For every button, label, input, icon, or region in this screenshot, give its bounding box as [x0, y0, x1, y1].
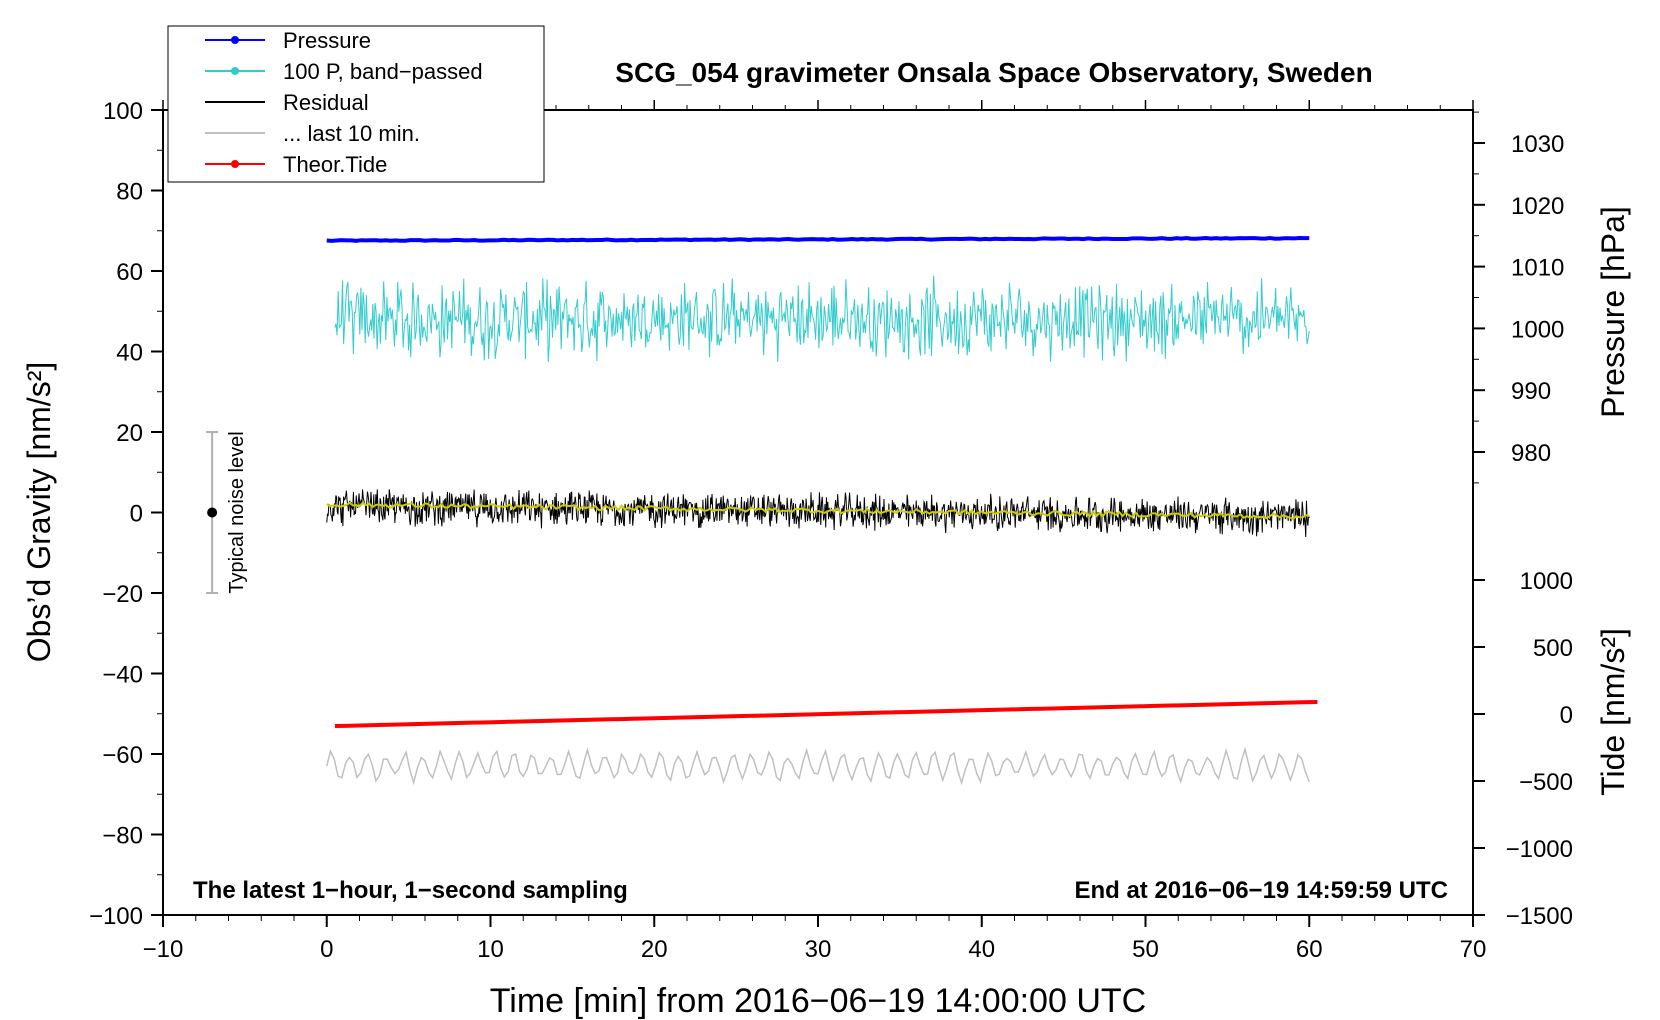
pressure-tick-label: 990 — [1511, 378, 1551, 405]
legend-marker — [231, 67, 239, 75]
theoretical-tide-line — [334, 699, 1318, 729]
series-layer — [326, 235, 1318, 786]
y-tick-label: 40 — [116, 340, 143, 367]
legend-marker — [231, 160, 239, 168]
tide-tick-label: −1500 — [1506, 903, 1573, 930]
y-axis-label-tide: Tide [nm/s²] — [1595, 628, 1631, 796]
tide-tick-label: 0 — [1560, 702, 1573, 729]
last-10-min-line — [326, 746, 1310, 786]
y-tick-label: −40 — [102, 662, 143, 689]
y-tick-label: 80 — [116, 179, 143, 206]
x-tick-label: 70 — [1460, 936, 1487, 963]
pressure-tick-label: 980 — [1511, 440, 1551, 467]
legend-label: Theor.Tide — [283, 152, 387, 177]
y-tick-label: −20 — [102, 581, 143, 608]
legend-label: Pressure — [283, 28, 371, 53]
y-tick-label: −80 — [102, 823, 143, 850]
x-axis-label: Time [min] from 2016−06−19 14:00:00 UTC — [490, 982, 1146, 1020]
annotation-sampling: The latest 1−hour, 1−second sampling — [193, 877, 628, 904]
pressure-tick-label: 1020 — [1511, 193, 1564, 220]
y-axis-label-pressure: Pressure [hPa] — [1595, 206, 1631, 418]
y-tick-label: −60 — [102, 742, 143, 769]
tide-tick-label: −500 — [1519, 769, 1573, 796]
band-passed-pressure-line — [334, 275, 1310, 363]
y-axis-label-left: Obs’d Gravity [nm/s²] — [21, 362, 57, 663]
y-tick-label: 0 — [130, 501, 143, 528]
y-tick-label: −100 — [89, 903, 143, 930]
pressure-tick-label: 1030 — [1511, 131, 1564, 158]
noise-level-indicator: Typical noise level — [206, 431, 248, 594]
x-tick-label: 10 — [477, 936, 504, 963]
tide-tick-label: −1000 — [1506, 836, 1573, 863]
x-tick-label: 0 — [320, 936, 333, 963]
tide-tick-label: 1000 — [1520, 568, 1573, 595]
x-tick-label: 50 — [1132, 936, 1159, 963]
x-tick-label: 60 — [1296, 936, 1323, 963]
tide-tick-label: 500 — [1533, 635, 1573, 662]
legend-label: ... last 10 min. — [283, 121, 420, 146]
x-tick-label: 20 — [641, 936, 668, 963]
legend-box — [167, 25, 545, 183]
x-tick-label: −10 — [143, 936, 184, 963]
residual-series-line — [326, 489, 1310, 537]
noise-label: Typical noise level — [226, 431, 248, 593]
legend: Pressure 100 P, band−passed Residual ... la… — [167, 25, 545, 183]
y-tick-label: 20 — [116, 420, 143, 447]
residual-smoothed-line — [326, 501, 1310, 520]
legend-label: Residual — [283, 90, 369, 115]
y-tick-label: 60 — [116, 259, 143, 286]
axis-ticks: −10 0 10 20 30 40 50 60 70100806040200−20−40−60−… — [89, 98, 1573, 963]
chart-title: SCG_054 gravimeter Onsala Space Observat… — [615, 57, 1372, 88]
y-tick-label: 100 — [103, 98, 143, 125]
pressure-series-line — [326, 235, 1310, 243]
noise-center-dot — [207, 507, 218, 518]
legend-label: 100 P, band−passed — [283, 59, 483, 84]
pressure-tick-label: 1000 — [1511, 316, 1564, 343]
x-tick-label: 30 — [805, 936, 832, 963]
annotation-end-time: End at 2016−06−19 14:59:59 UTC — [1074, 877, 1448, 904]
pressure-tick-label: 1010 — [1511, 255, 1564, 282]
x-tick-label: 40 — [968, 936, 995, 963]
legend-marker — [231, 36, 239, 44]
